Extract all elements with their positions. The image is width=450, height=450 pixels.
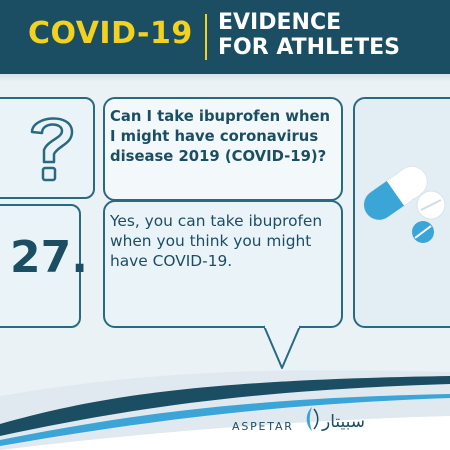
number-panel [0,204,81,328]
answer-text: Yes, you can take ibuprofen when you thi… [110,212,323,270]
footer-waves [0,370,450,450]
brand-name: ASPETAR [232,420,294,433]
header-title-right: EVIDENCE FOR ATHLETES [218,10,400,60]
header-divider [205,14,207,60]
aspetar-logo-icon [306,407,319,431]
speech-bubble-tail [263,324,301,369]
header-banner: COVID-19 EVIDENCE FOR ATHLETES [0,0,450,74]
header-title-line2: FOR ATHLETES [218,35,400,60]
question-mark-icon [30,117,74,182]
brand-name-arabic: سبيتار [322,412,366,432]
question-bubble [103,97,343,201]
pills-illustration [363,166,446,243]
header-title-line1: EVIDENCE [218,10,342,35]
header-title-left: COVID-19 [28,16,193,51]
question-text: Can I take ibuprofen when I might have c… [110,108,331,165]
header-shadow [0,74,450,82]
answer-bubble [103,200,343,328]
question-number: 27. [10,232,88,283]
